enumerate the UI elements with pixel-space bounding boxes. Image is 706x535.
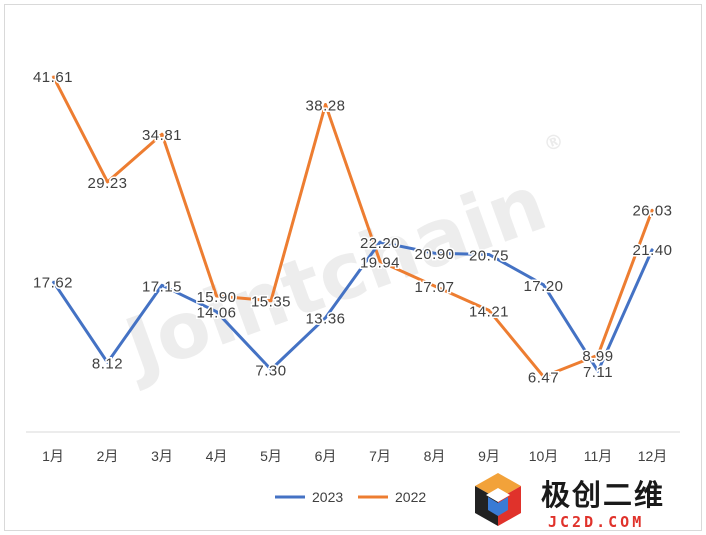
brand-logo: 极创二维 JC2D.COM — [475, 473, 665, 531]
x-tick-label-2: 2月 — [97, 448, 119, 464]
data-point-2023-4 — [216, 311, 217, 313]
legend-label-2022: 2022 — [395, 489, 426, 505]
data-label-2022-6: 38.28 — [305, 97, 345, 114]
data-point-2022-2 — [107, 181, 108, 183]
legend: 2023 2022 — [275, 489, 426, 505]
data-point-2022-5 — [270, 300, 272, 302]
logo-domain: JC2D.COM — [548, 513, 644, 531]
watermark-text: Jointchain — [110, 158, 558, 394]
data-point-2022-7 — [379, 260, 381, 262]
data-point-2022-11 — [597, 354, 599, 356]
data-point-2023-12 — [652, 248, 653, 250]
data-labels: 17.62 8.12 17.15 14.06 7.30 13.36 22.20 20.90 20… — [31, 68, 673, 389]
data-point-2022-12 — [652, 208, 653, 210]
data-point-2023-3 — [161, 284, 163, 286]
data-label-2023-7: 22.20 — [360, 235, 400, 252]
data-point-2022-9 — [488, 309, 490, 311]
data-label-2022-8: 17.07 — [414, 279, 454, 296]
data-label-2022-7: 19.94 — [360, 254, 400, 271]
x-tick-label-10: 10月 — [529, 448, 559, 464]
data-point-2023-1 — [52, 280, 54, 282]
data-label-2023-10: 17.20 — [523, 278, 563, 295]
x-tick-label-6: 6月 — [315, 448, 337, 464]
x-tick-label-1: 1月 — [42, 448, 64, 464]
x-tick-label-12: 12月 — [638, 448, 668, 464]
data-label-2022-4: 15.90 — [196, 289, 236, 306]
x-tick-label-5: 5月 — [260, 448, 282, 464]
watermark: Jointchain ® — [110, 127, 567, 394]
data-point-2023-11 — [597, 370, 599, 372]
data-label-2022-1: 41.61 — [33, 69, 73, 86]
data-label-2022-2: 29.23 — [87, 175, 127, 192]
data-point-2023-2 — [107, 362, 108, 364]
data-point-2023-7 — [379, 241, 381, 243]
data-label-2022-9: 14.21 — [469, 303, 509, 320]
series-layer — [51, 75, 654, 379]
data-point-2022-3 — [161, 133, 163, 135]
series-line-2023 — [51, 240, 654, 373]
data-point-2022-1 — [52, 75, 54, 77]
data-label-2023-8: 20.90 — [414, 246, 454, 263]
x-tick-label-4: 4月 — [206, 448, 228, 464]
data-label-2023-11: 7.11 — [583, 364, 613, 381]
data-label-2023-2: 8.12 — [92, 356, 123, 373]
data-label-2023-6: 13.36 — [305, 311, 345, 328]
data-label-2023-4: 14.06 — [196, 305, 236, 322]
data-point-2022-10 — [543, 376, 544, 378]
data-point-2023-6 — [325, 317, 326, 319]
data-label-2022-10: 6.47 — [528, 370, 559, 387]
data-point-2022-6 — [325, 103, 326, 105]
series-line-2022 — [51, 75, 654, 379]
data-label-2022-3: 34.81 — [142, 127, 182, 144]
x-tick-label-3: 3月 — [151, 448, 173, 464]
data-label-2023-1: 17.62 — [33, 274, 73, 291]
data-point-2023-8 — [434, 252, 435, 254]
legend-label-2023: 2023 — [312, 489, 343, 505]
x-tick-label-8: 8月 — [424, 448, 446, 464]
data-point-2023-9 — [488, 253, 490, 255]
data-label-2022-5: 15.35 — [251, 294, 291, 311]
data-label-2023-9: 20.75 — [469, 247, 509, 264]
data-label-2023-5: 7.30 — [255, 363, 286, 380]
x-tick-label-7: 7月 — [369, 448, 391, 464]
chart-frame — [4, 4, 702, 531]
data-point-2023-5 — [270, 369, 272, 371]
data-label-2023-12: 21.40 — [632, 242, 672, 259]
watermark-registered: ® — [540, 127, 567, 156]
x-tick-label-11: 11月 — [584, 448, 613, 464]
x-tick-label-9: 9月 — [478, 448, 500, 464]
x-tick-labels: 1月 2月 3月 4月 5月 6月 7月 8月 9月 10月 11月 12月 — [42, 448, 667, 464]
logo-cube-inner — [486, 488, 510, 502]
data-point-2022-4 — [216, 295, 217, 297]
logo-name: 极创二维 — [541, 478, 665, 512]
data-label-2023-3: 17.15 — [142, 278, 182, 295]
data-label-2022-12: 26.03 — [632, 202, 672, 219]
data-point-2023-10 — [543, 284, 544, 286]
data-label-2022-11: 8.99 — [582, 348, 613, 365]
logo-cube-core — [488, 497, 508, 516]
data-point-2022-8 — [434, 285, 435, 287]
